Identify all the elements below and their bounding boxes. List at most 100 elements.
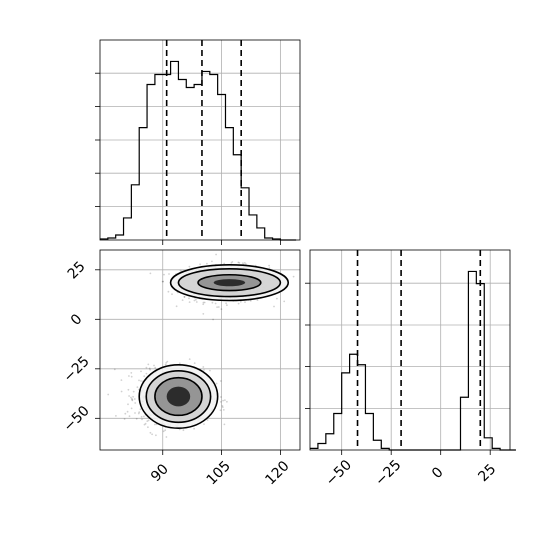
scatter-point [202, 301, 205, 304]
scatter-point [130, 407, 133, 410]
hist-x-frame [99, 39, 301, 241]
scatter-point [203, 369, 205, 371]
scatter-point [193, 362, 196, 364]
scatter-point [134, 412, 136, 414]
scatter-point [202, 313, 205, 315]
scatter-point [183, 296, 186, 298]
scatter-point [107, 393, 110, 396]
scatter-point [153, 364, 155, 367]
scatter-point [224, 399, 226, 401]
scatter-point [221, 406, 224, 408]
scatter-point [223, 262, 226, 265]
scatter-point [151, 433, 154, 436]
scatter-point [242, 262, 244, 264]
scatter-point [203, 423, 205, 425]
scatter-point [230, 262, 233, 264]
scatter-point [188, 297, 190, 300]
scatter-point [147, 419, 150, 422]
scatter-point [144, 422, 147, 425]
scatter-point [268, 267, 271, 269]
scatter-point [165, 436, 168, 438]
scatter-point [283, 300, 286, 303]
scatter-point [219, 409, 222, 412]
scatter-point [188, 358, 191, 360]
scatter-point [203, 301, 206, 304]
scatter-point [164, 429, 167, 432]
scatter-point [154, 366, 157, 369]
scatter-point [155, 434, 157, 437]
scatter-point [140, 415, 143, 418]
scatter-point [212, 318, 215, 321]
scatter-point [171, 293, 173, 296]
scatter-point [188, 265, 191, 268]
scatter-point [166, 360, 169, 363]
scatter-point [149, 431, 152, 434]
scatter-point [168, 273, 170, 275]
scatter-point [183, 295, 186, 298]
scatter-point [147, 426, 149, 429]
scatter-point [141, 418, 143, 421]
scatter-point [219, 380, 222, 382]
scatter-point [164, 363, 167, 366]
scatter-point [206, 262, 208, 265]
scatter-point [178, 362, 181, 365]
scatter-point [273, 305, 275, 308]
scatter-point [143, 375, 146, 378]
scatter-point [220, 308, 223, 310]
scatter-point [179, 269, 182, 272]
scatter-point [138, 379, 140, 382]
scatter-point [120, 379, 123, 381]
scatter-point [231, 261, 234, 263]
scatter-point [143, 423, 146, 426]
scatter-point [115, 415, 117, 417]
scatter-point [225, 302, 228, 305]
scatter-point [249, 299, 252, 302]
scatter-point [206, 419, 209, 421]
scatter-point [195, 301, 198, 303]
scatter-point [245, 263, 247, 265]
scatter-point [215, 382, 218, 385]
hist-y-frame [309, 249, 511, 451]
scatter-point [128, 415, 131, 418]
scatter-point [211, 301, 214, 304]
scatter-point [162, 430, 165, 433]
scatter-point [167, 290, 170, 293]
scatter-point [127, 388, 130, 391]
scatter-point [181, 299, 184, 301]
scatter-point [132, 395, 135, 398]
hist-x-bars [100, 60, 297, 241]
histogram-y-panel: −50 −25 0 25 [305, 249, 516, 489]
scatter-point [124, 412, 127, 415]
scatter-point [216, 306, 219, 308]
scatter-point [214, 302, 217, 305]
scatter-point [120, 390, 123, 393]
scatter-point [140, 380, 142, 382]
scatter-point [135, 417, 138, 420]
scatter-point [137, 412, 140, 415]
scatter-point [188, 301, 191, 303]
scatter-point [268, 264, 270, 267]
scatter-frame [99, 249, 301, 451]
scatter-point [226, 400, 228, 403]
scatter-point [148, 367, 151, 370]
scatter-point [222, 409, 225, 411]
scatter-point [162, 280, 165, 283]
scatter-point [182, 429, 185, 432]
scatter-point [219, 401, 222, 403]
scatter-point [149, 368, 152, 371]
scatter-point [130, 397, 133, 400]
scatter-point [128, 395, 131, 397]
scatter-point [211, 260, 213, 263]
scatter-point [238, 261, 241, 264]
scatter-point [126, 410, 129, 413]
scatter-point [221, 405, 224, 407]
scatter-point [217, 306, 220, 308]
scatter-point [244, 301, 246, 303]
scatter-point [215, 253, 218, 256]
scatter-point [292, 275, 295, 278]
histogram-x-panel [95, 39, 301, 245]
scatter-point [130, 372, 133, 374]
scatter-point [163, 273, 165, 276]
scatter-point [223, 423, 226, 426]
